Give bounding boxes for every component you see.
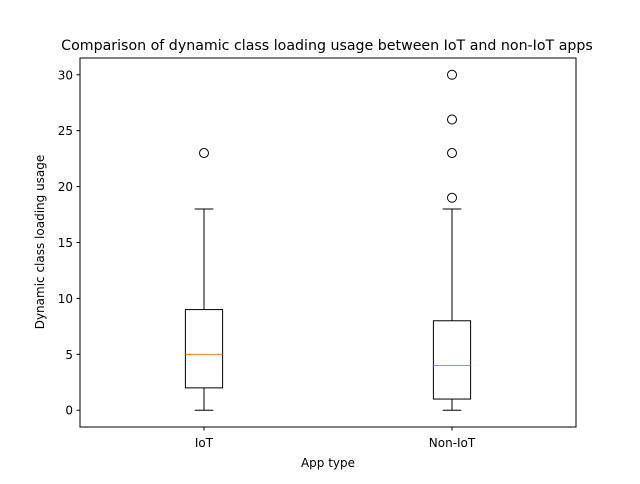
x-axis-ticks: IoT Non-IoT bbox=[195, 427, 476, 450]
box-group-iot bbox=[184, 148, 224, 411]
outlier-point bbox=[447, 192, 457, 203]
chart-title: Comparison of dynamic class loading usag… bbox=[61, 38, 593, 54]
y-axis-label: Dynamic class loading usage bbox=[33, 155, 47, 330]
x-tick-label: IoT bbox=[195, 436, 214, 450]
box-iqr bbox=[184, 309, 224, 389]
y-tick-label: 0 bbox=[65, 404, 73, 418]
outlier-point bbox=[447, 69, 457, 80]
box-group-non-iot bbox=[432, 69, 472, 411]
axes-frame bbox=[79, 57, 577, 428]
x-axis-label: App type bbox=[301, 456, 355, 470]
outlier-point bbox=[447, 114, 457, 125]
box-iqr bbox=[432, 320, 472, 400]
outlier-point bbox=[447, 148, 457, 159]
y-tick-label: 30 bbox=[58, 68, 73, 82]
y-tick-label: 25 bbox=[58, 124, 73, 138]
y-tick-label: 15 bbox=[58, 236, 73, 250]
y-tick-label: 5 bbox=[65, 348, 73, 362]
outlier-point bbox=[199, 148, 209, 159]
y-tick-label: 20 bbox=[58, 180, 73, 194]
x-tick-label: Non-IoT bbox=[429, 436, 476, 450]
y-axis-ticks: 0 5 10 15 20 25 30 bbox=[58, 68, 80, 418]
chart-marks bbox=[184, 69, 472, 411]
y-tick-label: 10 bbox=[58, 292, 73, 306]
